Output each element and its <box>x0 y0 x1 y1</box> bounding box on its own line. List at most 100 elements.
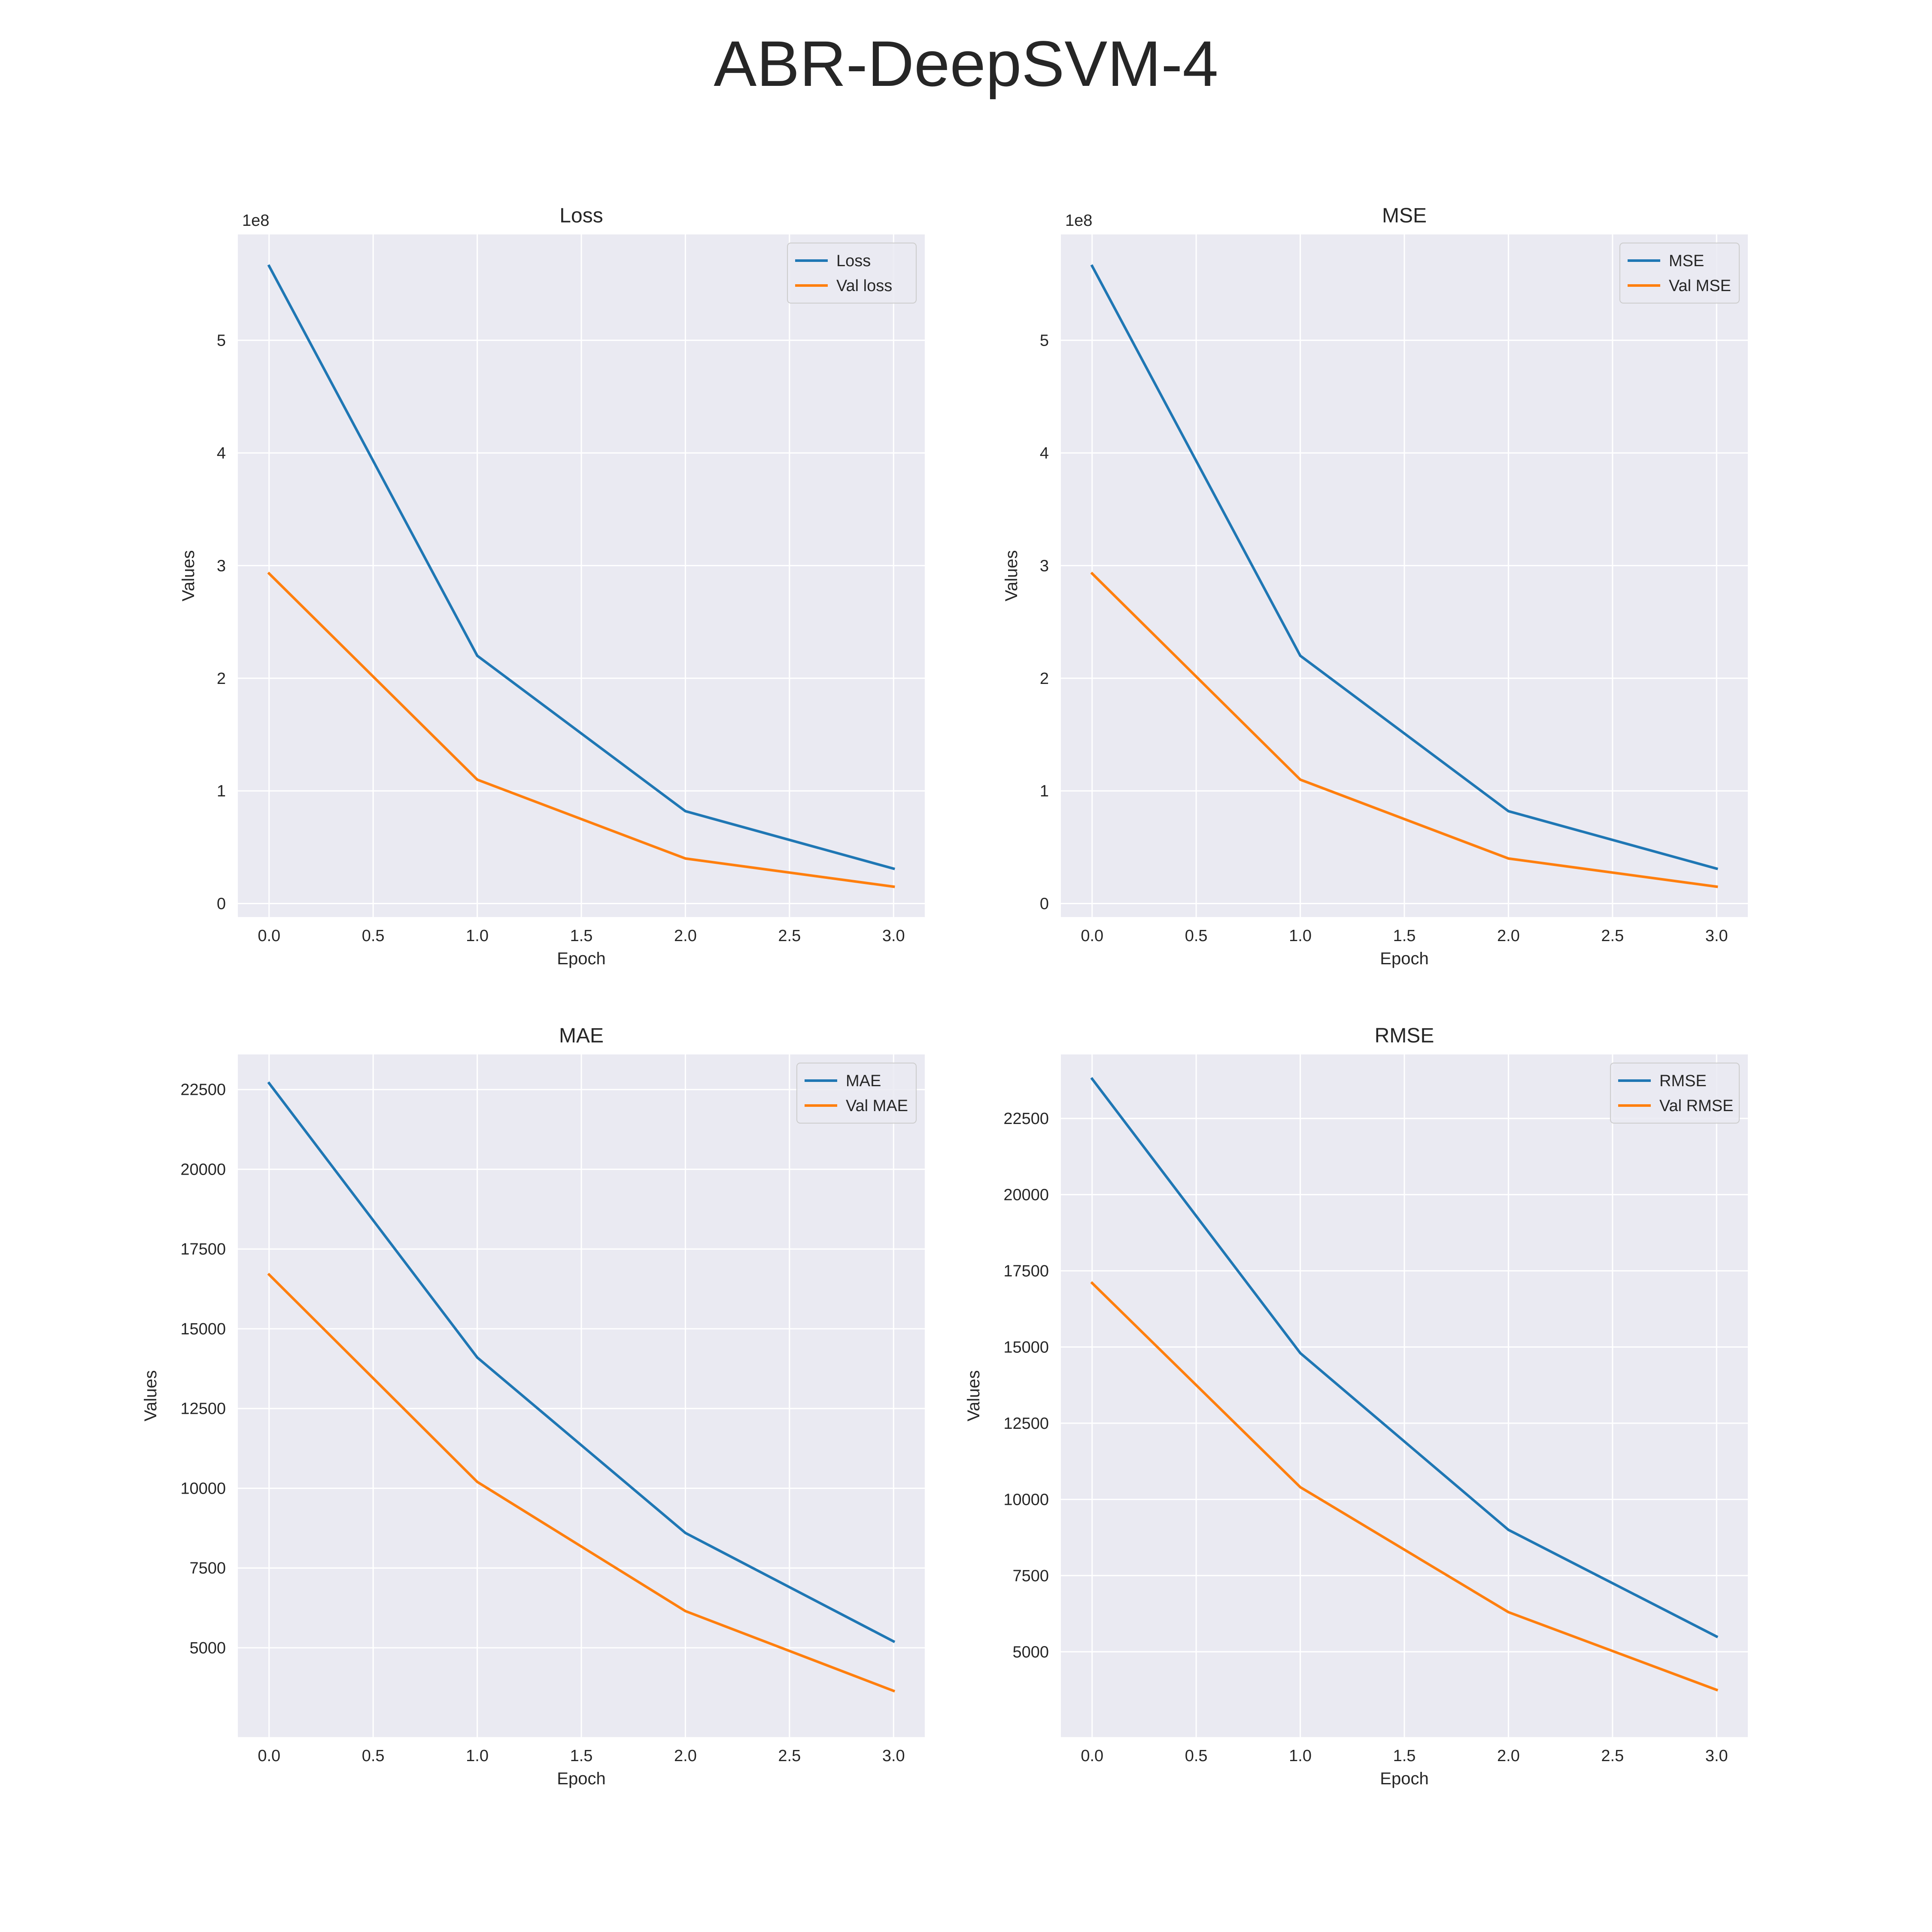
legend-label: Val loss <box>836 277 892 295</box>
x-tick-label: 2.0 <box>1497 1747 1520 1765</box>
y-tick-label: 12500 <box>1003 1415 1049 1433</box>
y-tick-label: 3 <box>217 557 226 575</box>
legend: Loss Val loss <box>787 243 917 304</box>
x-tick-label: 2.5 <box>778 1747 801 1765</box>
subplot-mse: 0.0 0.5 1.0 1.5 2.0 2.5 3.0 0 1 2 3 4 5 1e8 MSE Epoch Va… <box>1002 204 1748 968</box>
subplot-title: RMSE <box>1375 1024 1434 1047</box>
x-tick-label: 1.5 <box>570 1747 593 1765</box>
y-axis-label: Values <box>179 550 198 601</box>
x-tick-label: 1.5 <box>1393 1747 1416 1765</box>
series-line-mse <box>1090 264 1718 870</box>
y-tick-label: 17500 <box>1003 1262 1049 1280</box>
legend: RMSE Val RMSE <box>1610 1063 1740 1124</box>
x-tick-label: 1.5 <box>1393 927 1416 945</box>
subplot-loss: 0.0 0.5 1.0 1.5 2.0 2.5 3.0 0 1 2 3 4 5 1e8 Loss Epoch V… <box>179 204 925 968</box>
series-line-val-mae <box>267 1273 896 1693</box>
legend-frame <box>787 243 917 304</box>
y-tick-label: 22500 <box>1003 1110 1049 1128</box>
x-axis-label: Epoch <box>1380 949 1428 968</box>
y-tick-label: 0 <box>1040 895 1049 913</box>
x-tick-label: 2.0 <box>1497 927 1520 945</box>
x-tick-label: 3.0 <box>882 1747 905 1765</box>
y-tick-label: 20000 <box>180 1160 226 1179</box>
figure-title: ABR-DeepSVM-4 <box>714 27 1218 100</box>
x-axis-label: Epoch <box>557 949 605 968</box>
legend-label: MAE <box>846 1072 881 1090</box>
legend: MSE Val MSE <box>1619 243 1740 304</box>
subplot-mae: 0.0 0.5 1.0 1.5 2.0 2.5 3.0 5000 7500 10000 12500 1… <box>141 1024 925 1788</box>
y-tick-label: 5 <box>217 332 226 350</box>
x-axis-label: Epoch <box>557 1769 605 1788</box>
x-tick-label: 0.0 <box>258 927 280 945</box>
x-tick-label: 3.0 <box>1705 1747 1728 1765</box>
y-tick-label: 10000 <box>180 1479 226 1498</box>
x-tick-label: 0.5 <box>1185 927 1208 945</box>
y-tick-label: 3 <box>1040 557 1049 575</box>
subplot-rmse: 0.0 0.5 1.0 1.5 2.0 2.5 3.0 5000 7500 10000 12500 1… <box>964 1024 1748 1788</box>
x-tick-label: 2.0 <box>674 927 697 945</box>
subplot-title: MAE <box>559 1024 604 1047</box>
y-tick-label: 10000 <box>1003 1491 1049 1509</box>
x-tick-label: 3.0 <box>1705 927 1728 945</box>
y-tick-label: 7500 <box>1012 1567 1049 1585</box>
x-tick-label: 1.0 <box>1289 927 1312 945</box>
series-line-val-loss <box>267 571 895 888</box>
x-tick-label: 1.5 <box>570 927 593 945</box>
y-tick-label: 5000 <box>189 1639 226 1657</box>
x-tick-label: 3.0 <box>882 927 905 945</box>
y-tick-label: 12500 <box>180 1400 226 1418</box>
y-tick-label: 5 <box>1040 332 1049 350</box>
x-tick-label: 2.0 <box>674 1747 697 1765</box>
legend-label: Val RMSE <box>1659 1097 1733 1115</box>
legend-frame <box>796 1063 917 1124</box>
legend-label: Val MAE <box>846 1097 908 1115</box>
y-tick-label: 17500 <box>180 1240 226 1258</box>
y-tick-label: 1 <box>1040 782 1049 800</box>
y-tick-label: 1 <box>217 782 226 800</box>
y-tick-label: 2 <box>1040 670 1049 688</box>
y-tick-label: 7500 <box>189 1559 226 1577</box>
series-line-loss <box>267 264 895 870</box>
x-tick-label: 0.0 <box>1081 927 1103 945</box>
y-axis-label: Values <box>141 1370 160 1421</box>
x-tick-label: 2.5 <box>1601 1747 1624 1765</box>
y-tick-label: 22500 <box>180 1081 226 1099</box>
x-tick-label: 0.0 <box>1081 1747 1103 1765</box>
y-tick-label: 0 <box>217 895 226 913</box>
x-tick-label: 0.5 <box>1185 1747 1208 1765</box>
x-axis-label: Epoch <box>1380 1769 1428 1788</box>
legend-label: RMSE <box>1659 1072 1707 1090</box>
legend-frame <box>1619 243 1740 304</box>
x-tick-label: 0.5 <box>362 1747 385 1765</box>
y-offset-label: 1e8 <box>1065 212 1092 230</box>
subplot-title: Loss <box>559 204 603 227</box>
y-tick-label: 20000 <box>1003 1186 1049 1204</box>
legend: MAE Val MAE <box>796 1063 917 1124</box>
legend-frame <box>1610 1063 1740 1124</box>
subplot-title: MSE <box>1382 204 1427 227</box>
series-line-rmse <box>1090 1077 1719 1638</box>
y-tick-label: 15000 <box>180 1320 226 1338</box>
x-tick-label: 1.0 <box>1289 1747 1312 1765</box>
x-tick-label: 2.5 <box>778 927 801 945</box>
x-tick-label: 0.0 <box>258 1747 280 1765</box>
y-tick-label: 4 <box>217 444 226 462</box>
legend-label: Val MSE <box>1669 277 1731 295</box>
y-axis-label: Values <box>1002 550 1021 601</box>
series-line-val-rmse <box>1090 1281 1719 1692</box>
y-tick-label: 4 <box>1040 444 1049 462</box>
x-tick-label: 2.5 <box>1601 927 1624 945</box>
legend-label: MSE <box>1669 252 1704 270</box>
x-tick-label: 0.5 <box>362 927 385 945</box>
legend-label: Loss <box>836 252 871 270</box>
y-offset-label: 1e8 <box>242 212 269 230</box>
y-axis-label: Values <box>964 1370 983 1421</box>
series-line-val-mse <box>1090 571 1718 888</box>
x-tick-label: 1.0 <box>466 927 489 945</box>
y-tick-label: 5000 <box>1012 1643 1049 1661</box>
y-tick-label: 15000 <box>1003 1338 1049 1356</box>
series-line-mae <box>267 1081 896 1643</box>
subplot-grid: 0.0 0.5 1.0 1.5 2.0 2.5 3.0 0 1 2 3 4 5 1e8 Loss Epoch V… <box>141 204 1748 1788</box>
x-tick-label: 1.0 <box>466 1747 489 1765</box>
